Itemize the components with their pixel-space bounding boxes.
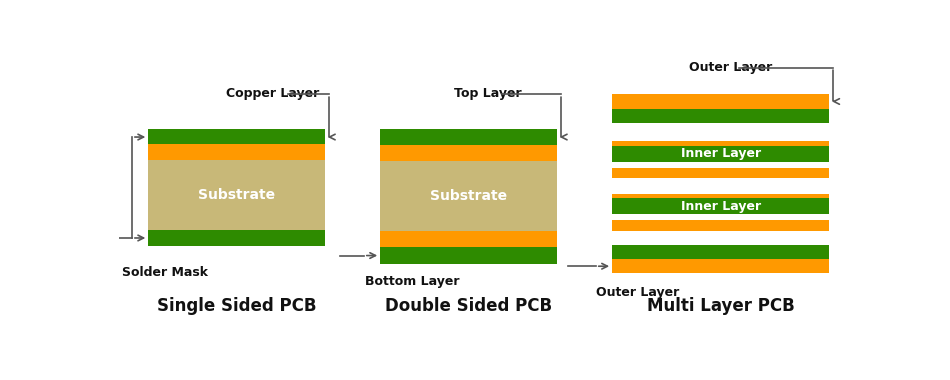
Bar: [380, 145, 557, 161]
Text: Solder Mask: Solder Mask: [123, 266, 208, 279]
Bar: [380, 161, 557, 231]
Bar: [380, 231, 557, 247]
Bar: [612, 109, 829, 123]
Bar: [612, 220, 829, 231]
Bar: [148, 129, 325, 145]
Bar: [612, 198, 829, 214]
Bar: [380, 247, 557, 264]
Bar: [612, 259, 829, 273]
Text: Substrate: Substrate: [198, 188, 276, 202]
Text: Multi Layer PCB: Multi Layer PCB: [647, 297, 794, 315]
Bar: [612, 245, 829, 259]
Bar: [612, 141, 829, 152]
Text: Outer Layer: Outer Layer: [690, 61, 772, 74]
Text: Copper Layer: Copper Layer: [225, 87, 319, 100]
Bar: [612, 194, 829, 204]
Text: Single Sided PCB: Single Sided PCB: [157, 297, 316, 315]
Text: Outer Layer: Outer Layer: [596, 287, 679, 299]
Bar: [380, 129, 557, 145]
Text: Bottom Layer: Bottom Layer: [366, 275, 460, 288]
Text: Inner Layer: Inner Layer: [680, 147, 761, 160]
Bar: [148, 230, 325, 246]
Bar: [612, 95, 829, 109]
Bar: [612, 146, 829, 162]
Text: Top Layer: Top Layer: [454, 87, 522, 100]
Bar: [148, 144, 325, 160]
Text: Double Sided PCB: Double Sided PCB: [385, 297, 552, 315]
Text: Inner Layer: Inner Layer: [680, 200, 761, 213]
Bar: [612, 168, 829, 178]
Bar: [148, 160, 325, 230]
Text: Substrate: Substrate: [430, 189, 507, 203]
